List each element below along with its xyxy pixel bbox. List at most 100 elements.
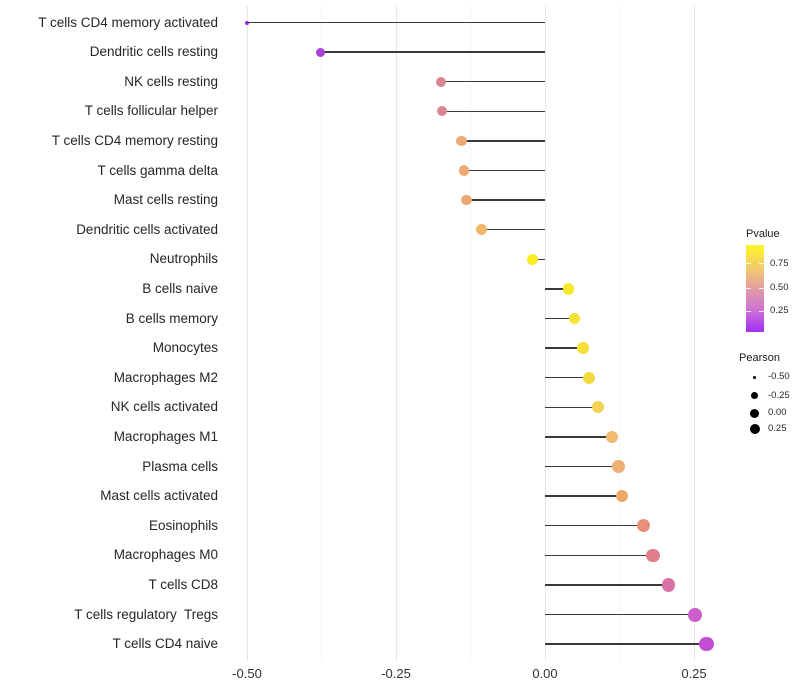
lollipop-dot <box>577 342 589 354</box>
x-axis-tick-label: 0.00 <box>532 666 558 681</box>
y-axis-label: T cells regulatory Tregs <box>74 606 218 622</box>
colorbar-tick <box>759 263 764 265</box>
lollipop-stem <box>481 228 545 231</box>
y-axis-label: Eosinophils <box>148 517 218 533</box>
x-axis-tick-label: -0.25 <box>381 666 411 681</box>
y-axis-label: Macrophages M1 <box>113 428 218 444</box>
colorbar-tick <box>759 287 764 289</box>
y-axis-label: T cells gamma delta <box>97 162 218 178</box>
pearson-size-dot <box>750 408 759 418</box>
y-axis-label: T cells CD4 memory activated <box>38 14 218 30</box>
lollipop-stem <box>441 110 545 113</box>
lollipop-dot <box>475 224 487 236</box>
lollipop-stem <box>545 288 569 290</box>
pvalue-legend: Pvalue 0.75 0.50 0.25 <box>746 228 800 340</box>
lollipop-stem <box>545 465 619 468</box>
lollipop-dot <box>436 106 447 117</box>
y-axis-label: Dendritic cells resting <box>89 44 218 60</box>
lollipop-stem <box>545 317 575 320</box>
lollipop-stem <box>466 199 545 201</box>
lollipop-stem <box>463 169 545 172</box>
lollipop-stem <box>545 554 653 557</box>
gridline-minor <box>321 6 322 661</box>
y-axis-label: Macrophages M0 <box>113 547 218 563</box>
lollipop-dot <box>687 607 702 622</box>
lollipop-dot <box>245 20 249 25</box>
y-axis-label: B cells naive <box>142 280 218 296</box>
pearson-size-label: -0.25 <box>768 389 790 401</box>
lollipop-dot <box>605 430 618 444</box>
x-axis-tick-label: -0.50 <box>232 666 262 681</box>
lollipop-dot <box>316 47 326 57</box>
y-axis-label: Macrophages M2 <box>113 369 218 385</box>
y-axis-label: Plasma cells <box>142 458 218 474</box>
lollipop-stem <box>545 495 622 497</box>
lollipop-stem <box>440 80 545 83</box>
pearson-size-dot <box>753 375 756 379</box>
lollipop-stem <box>320 51 545 53</box>
lollipop-dot <box>699 636 714 652</box>
y-axis-label: B cells memory <box>125 310 218 326</box>
gridline-minor <box>470 6 471 661</box>
colorbar-tick <box>746 310 751 312</box>
lollipop-stem <box>545 524 644 527</box>
lollipop-dot <box>592 401 605 414</box>
lollipop-dot <box>583 371 595 384</box>
colorbar-tick <box>746 263 751 265</box>
y-axis-label: Mast cells activated <box>100 488 218 504</box>
gridline-major <box>693 6 695 661</box>
gridline-minor <box>619 6 620 661</box>
y-axis-label: Dendritic cells activated <box>76 221 218 237</box>
lollipop-dot <box>661 578 676 592</box>
colorbar-tick-label: 0.75 <box>770 257 789 269</box>
pearson-size-label: 0.00 <box>768 407 787 419</box>
lollipop-dot <box>646 548 660 562</box>
lollipop-dot <box>458 165 470 176</box>
gridline-major <box>544 6 546 661</box>
lollipop-dot <box>456 135 467 147</box>
lollipop-dot <box>563 283 575 295</box>
lollipop-stem <box>545 406 599 409</box>
pearson-legend: Pearson -0.50 -0.25 0.00 0.25 <box>739 352 800 444</box>
colorbar-tick-label: 0.50 <box>770 282 789 294</box>
pvalue-legend-title: Pvalue <box>746 228 780 240</box>
y-axis-label: Monocytes <box>152 340 218 356</box>
y-axis-label: NK cells activated <box>110 399 218 415</box>
pvalue-colorbar <box>746 245 764 332</box>
pearson-size-label: -0.50 <box>768 371 790 383</box>
y-axis-label: T cells follicular helper <box>84 103 218 119</box>
x-axis-tick-label: 0.25 <box>681 666 707 681</box>
lollipop-dot <box>526 253 538 265</box>
lollipop-dot <box>615 489 629 503</box>
lollipop-dot <box>636 519 650 533</box>
pearson-size-label: 0.25 <box>768 423 787 434</box>
lollipop-stem <box>545 584 669 586</box>
lollipop-stem <box>545 613 695 616</box>
y-axis-label: T cells CD4 memory resting <box>51 132 218 148</box>
lollipop-stem <box>545 436 612 438</box>
lollipop-dot <box>461 194 472 206</box>
lollipop-stem <box>461 140 545 142</box>
colorbar-tick <box>746 287 751 289</box>
lollipop-dot <box>435 76 446 87</box>
lollipop-stem <box>532 258 545 261</box>
lollipop-stem <box>545 347 584 349</box>
lollipop-stem <box>545 376 590 379</box>
gridline-major <box>246 6 248 661</box>
lollipop-dot <box>569 312 581 325</box>
gridline-major <box>395 6 397 661</box>
y-axis-label: NK cells resting <box>124 73 218 89</box>
lollipop-stem <box>247 21 545 24</box>
colorbar-tick <box>759 310 764 312</box>
lollipop-stem <box>545 643 707 645</box>
pearson-size-dot <box>749 424 760 434</box>
pearson-legend-title: Pearson <box>739 352 780 364</box>
y-axis-label: Neutrophils <box>149 251 218 267</box>
y-axis-label: T cells CD4 naive <box>112 636 218 652</box>
y-axis-label: Mast cells resting <box>113 192 218 208</box>
lollipop-dot <box>612 460 625 473</box>
y-axis-label: T cells CD8 <box>148 576 218 592</box>
colorbar-tick-label: 0.25 <box>770 305 789 317</box>
pearson-size-dot <box>751 392 758 400</box>
